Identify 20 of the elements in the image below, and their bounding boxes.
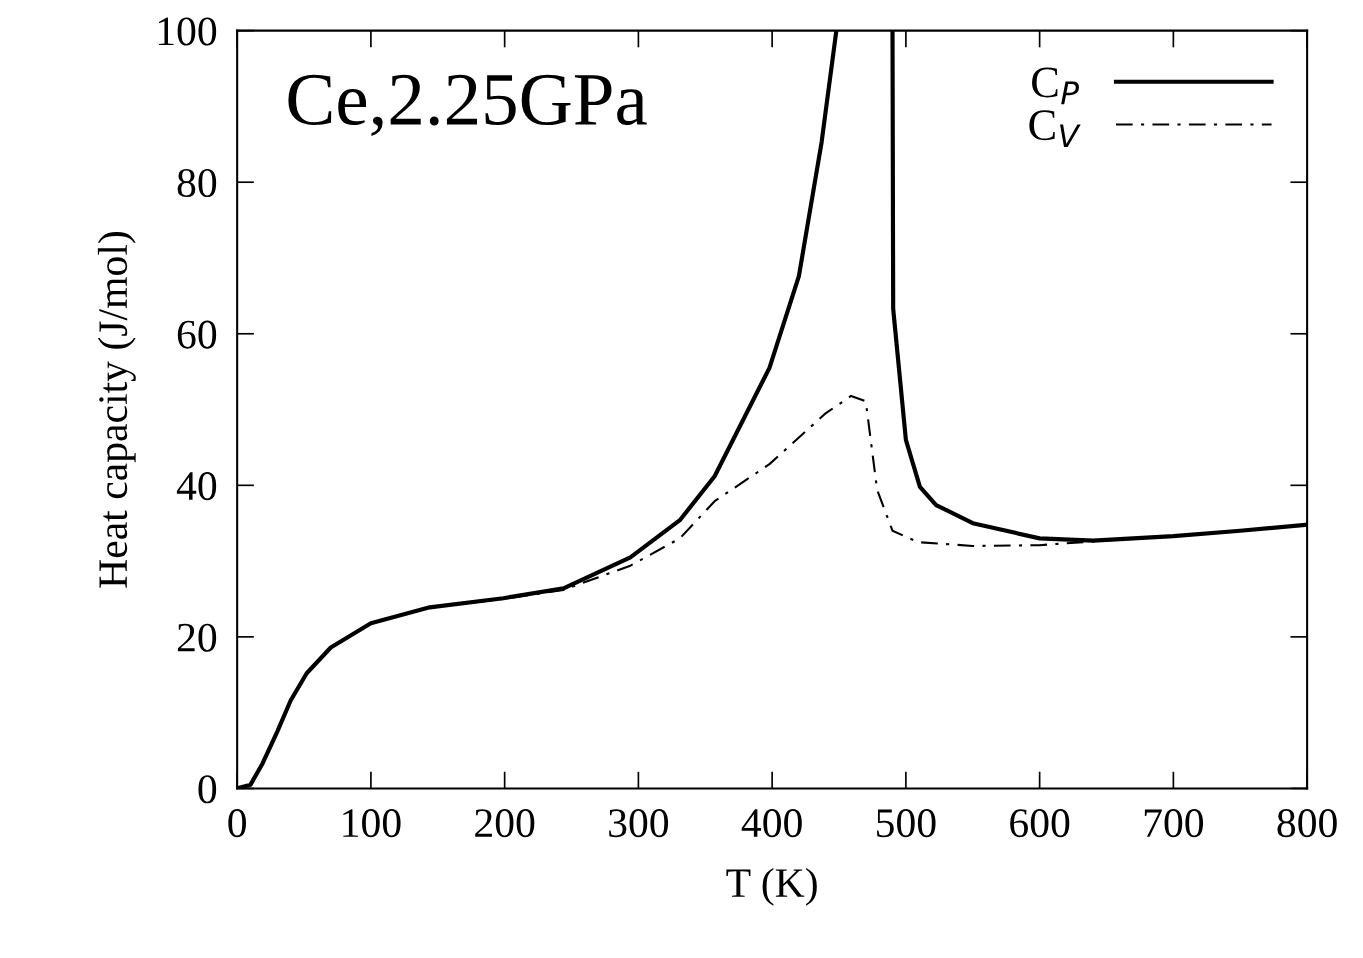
- x-tick-label: 200: [475, 809, 535, 838]
- y-axis-title: Heat capacity (J/mol): [97, 232, 136, 588]
- x-tick-label: 300: [609, 809, 669, 838]
- y-tick-label: 0: [198, 775, 217, 804]
- y-tick-label: 20: [177, 623, 217, 652]
- x-tick-label: 500: [877, 809, 936, 838]
- y-tick-label: 60: [177, 320, 217, 349]
- x-axis-title: T (K): [726, 867, 817, 906]
- legend-label: C$_{P}$: [1032, 67, 1079, 105]
- legend-label: C$_{V}$: [1029, 110, 1081, 148]
- x-tick-label: 800: [1277, 809, 1337, 838]
- y-tick-label: 100: [158, 17, 217, 46]
- x-tick-label: 400: [741, 809, 802, 838]
- x-tick-label: 700: [1144, 809, 1204, 838]
- x-tick-label: 600: [1010, 809, 1070, 838]
- x-tick-label: 0: [228, 809, 246, 838]
- y-tick-label: 80: [177, 168, 217, 198]
- annotation: Ce,2.25GPa: [288, 74, 647, 136]
- y-tick-label: 40: [176, 472, 217, 501]
- x-tick-label: 100: [343, 809, 401, 838]
